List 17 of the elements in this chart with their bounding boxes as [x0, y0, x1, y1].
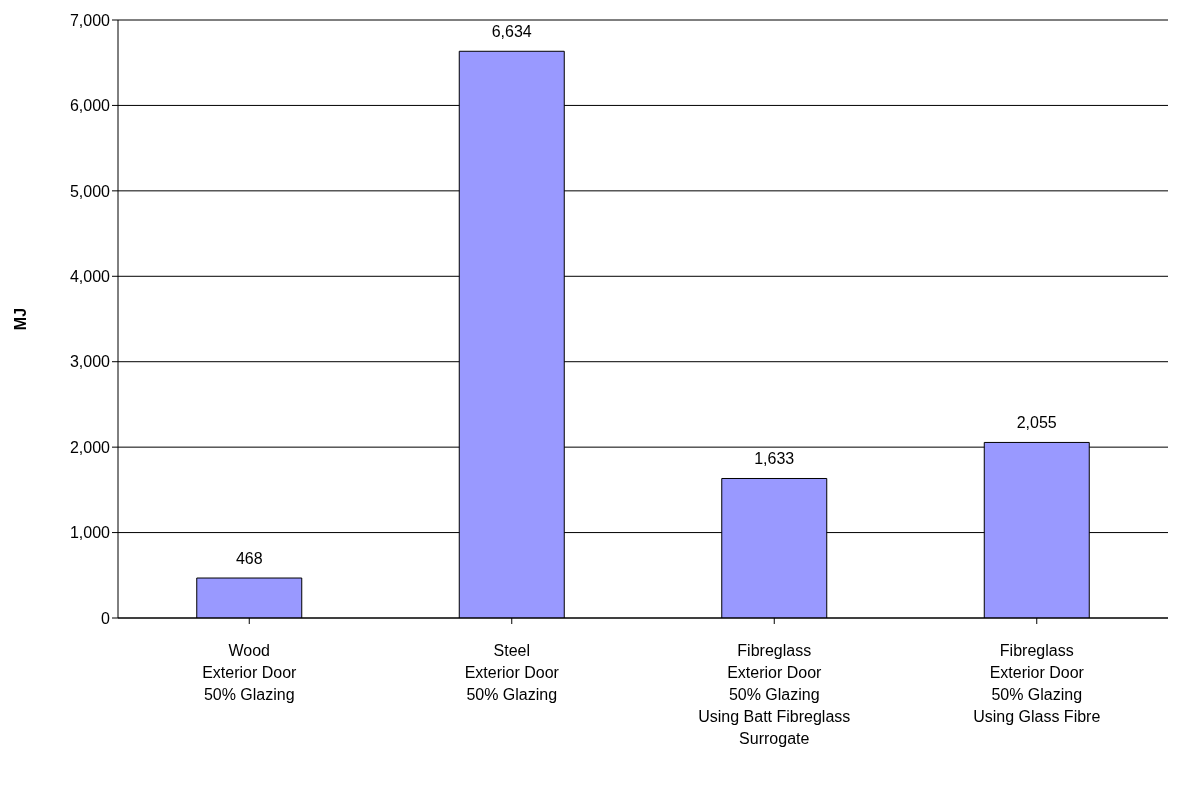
- x-tick-label: Wood Exterior Door 50% Glazing: [202, 642, 298, 703]
- y-tick-label: 5,000: [69, 182, 111, 200]
- data-label: 1,633: [754, 450, 795, 468]
- y-tick-label: 3,000: [69, 353, 111, 371]
- data-label: 6,634: [491, 23, 532, 41]
- x-tick-label: Fibreglass Exterior Door 50% Glazing Using Glass Fibre: [973, 642, 1101, 725]
- x-tick-label: Fibreglass Exterior Door 50% Glazing Using Batt Fibreglass Surrogate: [698, 642, 851, 747]
- data-label: 2,055: [1016, 414, 1057, 432]
- y-tick-label: 7,000: [69, 11, 111, 29]
- y-axis-title: MJ: [11, 307, 29, 331]
- y-tick-label: 0: [101, 609, 111, 627]
- data-label: 468: [235, 550, 263, 568]
- y-tick-label: 4,000: [69, 267, 111, 285]
- x-tick-label: Steel Exterior Door 50% Glazing: [464, 642, 560, 703]
- y-tick-label: 1,000: [69, 524, 111, 542]
- y-tick-label: 2,000: [69, 438, 111, 456]
- y-tick-label: 6,000: [69, 97, 111, 115]
